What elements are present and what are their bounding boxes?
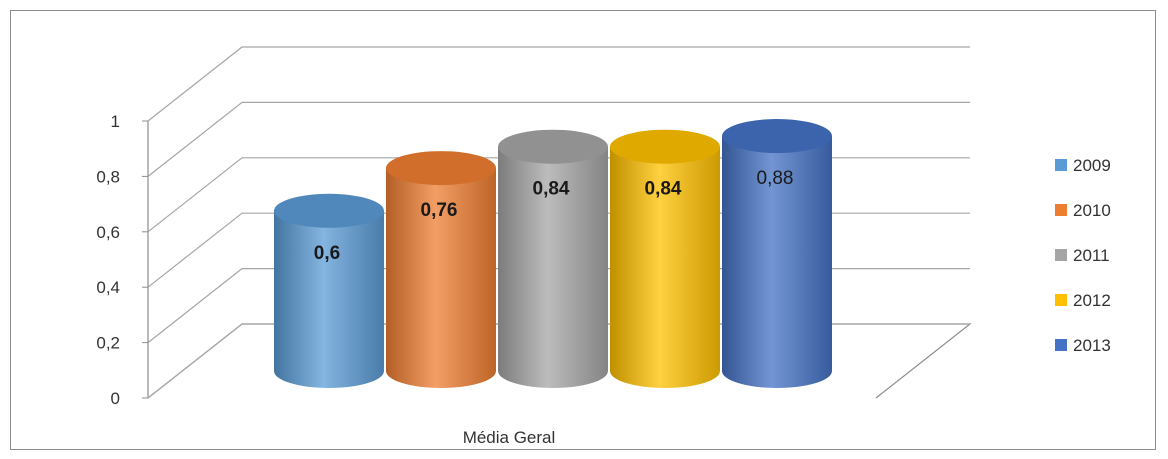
bar-body <box>722 136 832 388</box>
bar-body <box>274 210 384 388</box>
data-label: 0,88 <box>757 168 794 189</box>
data-labels: 0,6 0,76 0,84 0,84 0,88 <box>314 168 794 264</box>
y-tick-label: 0 <box>111 389 120 408</box>
legend-swatch <box>1055 204 1067 216</box>
legend-item-2010: 2010 <box>1055 201 1111 220</box>
legend-item-2011: 2011 <box>1055 246 1110 265</box>
legend-swatch <box>1055 339 1067 351</box>
bars <box>274 119 832 388</box>
legend-item-2012: 2012 <box>1055 291 1111 310</box>
gridline <box>147 46 970 122</box>
x-axis: Média Geral <box>463 428 556 447</box>
y-axis: 0 0,2 0,4 0,6 0,8 1 <box>96 112 148 408</box>
legend-label: 2010 <box>1073 201 1111 220</box>
legend-item-2009: 2009 <box>1055 156 1111 175</box>
legend-swatch <box>1055 159 1067 171</box>
y-tick-label: 0,4 <box>96 278 120 297</box>
data-label: 0,84 <box>645 179 682 200</box>
bar-top <box>722 119 832 154</box>
data-label: 0,6 <box>314 243 340 264</box>
data-label: 0,84 <box>533 179 570 200</box>
bar-top <box>498 129 608 164</box>
bar-2011 <box>498 129 608 388</box>
bar-2010 <box>386 151 496 388</box>
bar-body <box>498 146 608 388</box>
legend-swatch <box>1055 249 1067 261</box>
y-tick-label: 0,8 <box>96 167 120 186</box>
legend-label: 2009 <box>1073 156 1111 175</box>
bar-2012 <box>610 129 720 388</box>
data-label: 0,76 <box>421 200 458 221</box>
bar-2009 <box>274 193 384 388</box>
legend-item-2013: 2013 <box>1055 336 1111 355</box>
bar-top <box>610 129 720 164</box>
bar-top <box>386 151 496 186</box>
bar-body <box>386 168 496 388</box>
legend: 2009 2010 2011 2012 2013 <box>1055 156 1111 355</box>
legend-label: 2013 <box>1073 336 1111 355</box>
legend-swatch <box>1055 294 1067 306</box>
legend-label: 2011 <box>1073 246 1110 265</box>
bar-body <box>610 146 720 388</box>
gridline <box>147 101 970 177</box>
bar-top <box>274 193 384 228</box>
y-tick-label: 1 <box>111 112 120 131</box>
y-tick-label: 0,2 <box>96 334 120 353</box>
y-tick-label: 0,6 <box>96 223 120 242</box>
category-label: Média Geral <box>463 428 556 447</box>
bar-2013 <box>722 119 832 388</box>
legend-label: 2012 <box>1073 291 1111 310</box>
